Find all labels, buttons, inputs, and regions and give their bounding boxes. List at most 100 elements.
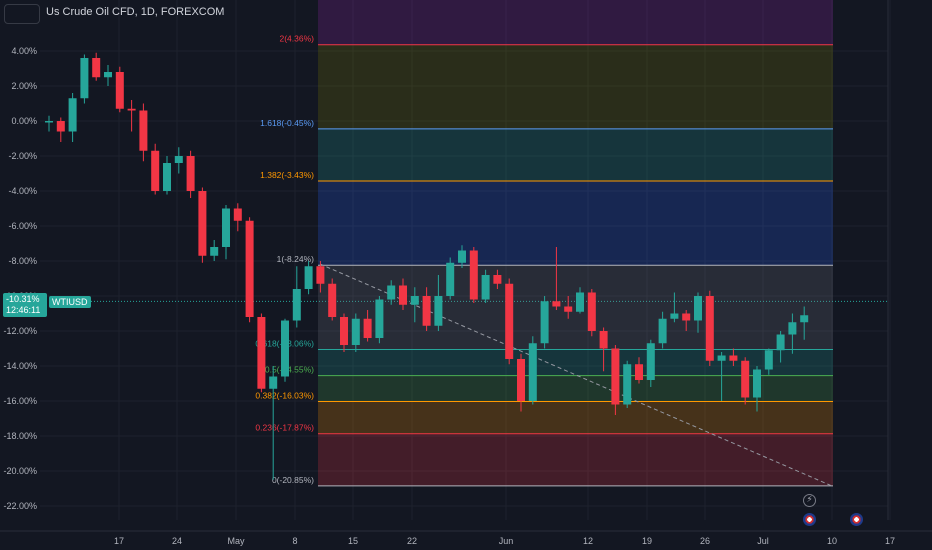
y-axis-tick: -20.00% <box>3 466 37 476</box>
candle <box>776 331 785 363</box>
candle <box>233 203 242 232</box>
candle-body <box>340 317 348 345</box>
candle-body <box>174 156 183 163</box>
fib-zone <box>318 0 833 45</box>
candle-body <box>694 296 702 321</box>
candle <box>80 54 89 104</box>
candle-body <box>646 343 655 380</box>
fib-zone <box>318 265 833 350</box>
candle <box>422 287 431 331</box>
chart-title: Us Crude Oil CFD, 1D, FOREXCOM <box>46 6 225 18</box>
candle <box>682 310 691 331</box>
candle <box>764 348 773 375</box>
fibonacci-retracement[interactable]: 2(4.36%) 1.618(-0.45%) 1.382(-3.43%) 1(-8.2… <box>255 0 833 487</box>
candle-body <box>56 121 65 132</box>
x-axis-tick: Jul <box>757 536 769 546</box>
x-axis-tick: 26 <box>700 536 710 546</box>
candle <box>658 311 667 349</box>
us-flag-event-icon-2[interactable] <box>850 513 863 526</box>
fib-level-label: 1.382(-3.43%) <box>260 170 314 180</box>
candle <box>741 357 750 405</box>
fib-level-label: 1.618(-0.45%) <box>260 118 314 128</box>
candle-body <box>422 296 431 326</box>
candle-body <box>481 275 490 300</box>
candle-body <box>788 322 797 335</box>
candle <box>587 289 596 337</box>
candle <box>104 65 112 86</box>
candle-body <box>233 208 242 221</box>
y-axis-tick: 4.00% <box>11 46 37 56</box>
fib-level-label: 0(-20.85%) <box>272 475 314 485</box>
candle <box>800 306 809 340</box>
candle <box>635 357 643 384</box>
candle-body <box>670 313 679 319</box>
fib-level-label: 0.236(-17.87%) <box>255 423 314 433</box>
candles <box>45 52 809 480</box>
x-axis-tick: 8 <box>292 536 297 546</box>
candle <box>151 143 160 195</box>
candle <box>351 313 360 352</box>
candle <box>45 115 53 132</box>
x-axis[interactable]: 17 24 May 8 15 22 Jun 12 19 26 Jul 10 17 <box>0 530 932 546</box>
lightning-icon[interactable]: ⚡ <box>803 494 816 507</box>
candle-body <box>210 247 219 256</box>
candle <box>257 313 266 393</box>
candle <box>68 93 77 142</box>
candle-body <box>68 98 77 132</box>
candle-body <box>222 208 230 247</box>
candle-body <box>387 285 396 300</box>
us-flag-event-icon[interactable] <box>803 513 816 526</box>
candle <box>646 339 655 387</box>
candle-body <box>528 343 537 401</box>
fib-zone <box>318 128 833 182</box>
candle-body <box>151 150 160 191</box>
candle <box>611 345 620 415</box>
y-axis-tick: -12.00% <box>3 326 37 336</box>
y-axis-tick: -4.00% <box>8 186 37 196</box>
symbol-logo-button[interactable] <box>4 4 40 24</box>
candle <box>269 366 278 480</box>
candle <box>210 240 219 261</box>
candle-body <box>115 72 124 109</box>
candle-body <box>104 72 112 78</box>
y-axis-tick: 0.00% <box>11 116 37 126</box>
candle-body <box>682 313 691 321</box>
x-axis-tick: 24 <box>172 536 182 546</box>
x-axis-tick: Jun <box>499 536 514 546</box>
candle-body <box>800 315 809 323</box>
y-axis-tick: -6.00% <box>8 221 37 231</box>
x-axis-tick: 22 <box>407 536 417 546</box>
candle-body <box>127 108 136 111</box>
candle <box>127 100 136 132</box>
candle-body <box>469 250 478 300</box>
fib-level-label: 2(4.36%) <box>280 34 315 44</box>
candle-body <box>198 191 207 256</box>
candle <box>399 278 407 310</box>
candle <box>222 205 230 260</box>
candle-body <box>717 355 726 361</box>
x-axis-tick: 10 <box>827 536 837 546</box>
y-axis-tick: -18.00% <box>3 431 37 441</box>
current-price-badge: -10.31% 12:46:11 <box>3 293 47 317</box>
candle <box>564 296 573 319</box>
y-axis-tick: -8.00% <box>8 256 37 266</box>
candle <box>623 360 632 408</box>
candle-body <box>45 121 53 123</box>
candle-body <box>304 266 313 289</box>
candle <box>410 287 419 323</box>
candle-body <box>292 289 301 321</box>
candle-body <box>363 318 372 338</box>
candle-body <box>163 163 171 191</box>
candle <box>387 280 396 305</box>
y-axis-tick: -2.00% <box>8 151 37 161</box>
candle <box>505 278 514 365</box>
candle <box>139 103 148 162</box>
candle-body <box>434 296 443 326</box>
candle <box>304 261 313 295</box>
x-axis-tick: 15 <box>348 536 358 546</box>
candle <box>517 353 525 412</box>
candle <box>92 52 101 81</box>
fib-level-label: 1(-8.24%) <box>277 254 314 264</box>
fib-zone <box>318 181 833 266</box>
